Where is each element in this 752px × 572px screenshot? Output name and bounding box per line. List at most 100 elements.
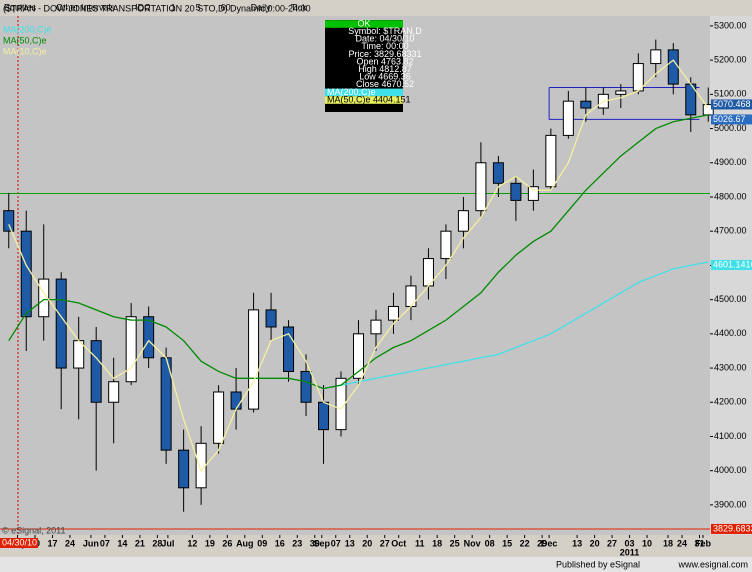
x-tick-label: 13 (345, 538, 355, 548)
y-tick-label: 4400.00 (714, 328, 747, 338)
candle-body (527, 186, 539, 201)
price-flag (711, 114, 752, 125)
copyright: © eSignal, 2011 (2, 525, 66, 535)
info-row-bg (325, 96, 403, 104)
cursor-label: 04/30/10 (2, 537, 37, 547)
y-tick-label: 4500.00 (714, 294, 747, 304)
x-tick-label: Dec (541, 538, 558, 548)
x-tick-label: 26 (222, 538, 232, 548)
x-tick-label: 20 (362, 538, 372, 548)
x-tick-label: 22 (520, 538, 530, 548)
candle-body (213, 391, 225, 444)
toolbar-item[interactable]: Equities (4, 2, 37, 12)
candle-body (457, 210, 469, 232)
x-tick-label: Feb (695, 538, 712, 548)
toolbar-item[interactable]: Tick (291, 2, 308, 12)
candle-body (615, 90, 627, 95)
candle-body (650, 49, 662, 65)
toolbar-item[interactable]: Other Intervals (56, 2, 116, 12)
price-flag-label: 3829.68331 (713, 523, 752, 533)
candle-body (248, 309, 260, 410)
price-flag-label: 5070.468 (713, 99, 751, 109)
x-tick-label: 03 (625, 538, 635, 548)
x-tick-label: 13 (572, 538, 582, 548)
info-row: Open 4763.82 (356, 56, 413, 66)
date-axis (0, 535, 752, 557)
candle-body (667, 49, 679, 85)
y-tick-label: 4100.00 (714, 431, 747, 441)
candle-body (38, 278, 50, 318)
candle-body (143, 316, 155, 359)
x-tick-label: 28 (152, 538, 162, 548)
x-tick-label: 15 (502, 538, 512, 548)
status-bar (0, 557, 752, 572)
x-tick-label: 12 (187, 538, 197, 548)
candle-body (352, 333, 364, 379)
x-tick-label: 09 (257, 538, 267, 548)
x-tick-label: 30 (310, 538, 320, 548)
candle-body (492, 162, 504, 184)
x-tick-label: Aug (236, 538, 254, 548)
x-tick-label: 16 (275, 538, 285, 548)
x-tick-label: 24 (677, 538, 687, 548)
candle-body (510, 182, 522, 201)
info-row: High 4812.87 (358, 64, 412, 74)
candle-body (55, 278, 67, 369)
x-tick-label: 23 (292, 538, 302, 548)
x-tick-label: 27 (380, 538, 390, 548)
candle-body (387, 305, 399, 321)
candle-body (230, 391, 242, 410)
x-tick-label: 29 (537, 538, 547, 548)
x-tick-label: Oct (391, 538, 406, 548)
candle-body (125, 316, 137, 383)
ma-line (8, 114, 709, 390)
info-row-bg (325, 20, 403, 28)
candle-body (283, 326, 295, 372)
candle-body (370, 319, 382, 335)
legend-entry: MA(200,C)e (3, 24, 52, 34)
info-row: OK (357, 18, 370, 28)
toolbar-item[interactable]: 1 (171, 2, 176, 12)
candle-body (3, 210, 15, 232)
toolbar-item[interactable]: 5 (196, 2, 201, 12)
legend-entry: MA(50,C)e (3, 35, 47, 45)
candle-body (580, 100, 592, 109)
x-tick-label: 21 (135, 538, 145, 548)
y-tick-label: 4300.00 (714, 362, 747, 372)
candle-body (318, 401, 330, 431)
y-tick-label: 5100.00 (714, 89, 747, 99)
x-tick-label: 25 (450, 538, 460, 548)
toolbar-item[interactable]: Daily (251, 2, 272, 12)
candle-body (20, 230, 32, 318)
y-tick-label: 3900.00 (714, 499, 747, 509)
x-tick-label: 19 (205, 538, 215, 548)
x-tick-label: 27 (607, 538, 617, 548)
y-tick-label: 4900.00 (714, 157, 747, 167)
candle-body (90, 340, 102, 403)
y-tick-label: 5000.00 (714, 123, 747, 133)
x-tick-label: 08 (485, 538, 495, 548)
info-row: Price: 3829.68331 (348, 49, 421, 59)
price-flag (711, 523, 752, 534)
toolbar-item[interactable]: IDC (135, 2, 151, 12)
legend-entry: MA(10,C)e (3, 46, 47, 56)
candle-body (300, 370, 312, 403)
x-tick-label: 18 (432, 538, 442, 548)
status-text: www.esignal.com (677, 559, 748, 569)
price-flag-label: 4601.1416 (713, 259, 752, 269)
x-tick-label: Sep (314, 538, 331, 548)
x-tick-label: 31 (694, 538, 704, 548)
toolbar-item[interactable]: 60 (221, 2, 231, 12)
info-row-bg (325, 88, 403, 97)
candle-body (178, 449, 190, 489)
toolbar (0, 0, 752, 15)
x-tick-label: 24 (65, 538, 75, 548)
x-tick-label: 11 (415, 538, 425, 548)
x-tick-label: 10 (642, 538, 652, 548)
price-flag (711, 99, 752, 110)
ma-line (8, 59, 709, 472)
price-flag (711, 260, 752, 271)
candle-body (265, 309, 277, 328)
cursor-flag (0, 538, 38, 548)
